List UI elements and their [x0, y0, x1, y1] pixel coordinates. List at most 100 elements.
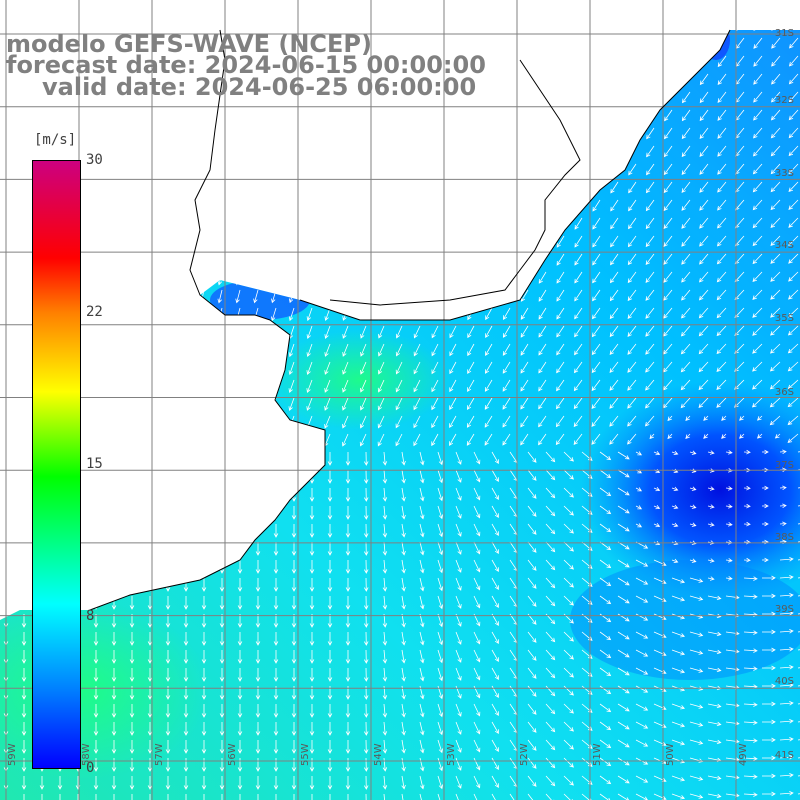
wind-arrow — [181, 361, 187, 376]
wind-arrow — [467, 361, 475, 375]
wind-arrow — [253, 145, 259, 160]
wind-arrow — [592, 163, 601, 176]
wind-arrow — [787, 379, 799, 390]
wind-arrow — [3, 361, 8, 376]
wind-arrow — [345, 506, 351, 520]
wind-arrow — [165, 740, 171, 754]
wind-arrow — [685, 433, 691, 439]
wind-arrow — [503, 37, 511, 51]
wind-arrow — [771, 37, 781, 49]
wind-arrow — [707, 631, 722, 637]
wind-arrow — [21, 758, 27, 772]
wind-arrow — [93, 614, 99, 628]
wind-arrow — [235, 217, 241, 232]
wind-arrow — [431, 433, 439, 447]
wind-arrow — [699, 109, 709, 122]
wind-arrow — [521, 181, 529, 195]
wind-arrow — [503, 217, 511, 231]
wind-arrow — [419, 595, 425, 610]
wind-arrow — [414, 163, 421, 177]
wind-arrow — [21, 704, 27, 718]
wind-arrow — [663, 217, 673, 230]
wind-arrow — [111, 578, 117, 592]
wind-arrow — [235, 343, 241, 358]
wind-arrow — [539, 55, 547, 69]
wind-arrow — [432, 181, 439, 195]
wind-arrow — [419, 469, 425, 484]
wind-arrow — [309, 524, 315, 538]
wind-arrow — [663, 253, 673, 265]
wind-arrow — [450, 37, 457, 51]
wind-arrow — [743, 485, 751, 491]
wind-arrow — [110, 325, 115, 340]
wind-arrow — [419, 703, 425, 718]
wind-arrow — [382, 667, 388, 682]
wind-arrow — [437, 775, 444, 790]
wind-arrow — [707, 450, 715, 455]
wind-arrow — [307, 181, 313, 196]
wind-arrow — [237, 578, 243, 592]
wind-arrow — [182, 127, 187, 142]
wind-arrow — [201, 596, 207, 610]
wind-arrow — [345, 596, 351, 610]
wind-arrow — [520, 361, 529, 374]
wind-arrow — [680, 397, 691, 409]
wind-arrow — [787, 433, 799, 444]
wind-arrow — [199, 361, 205, 376]
wind-arrow — [413, 433, 421, 447]
wind-arrow — [93, 524, 99, 538]
wind-arrow — [521, 55, 529, 69]
wind-arrow — [396, 235, 403, 249]
wind-arrow — [628, 217, 637, 230]
wind-arrow — [563, 541, 574, 552]
wind-arrow — [467, 397, 475, 410]
wind-arrow — [111, 488, 117, 502]
wind-arrow — [129, 596, 135, 610]
wind-arrow — [756, 433, 763, 439]
wind-arrow — [147, 614, 153, 628]
wind-arrow — [163, 325, 169, 340]
wind-arrow — [360, 361, 367, 375]
wind-arrow — [181, 271, 187, 286]
wind-arrow — [617, 505, 630, 514]
wind-arrow — [111, 614, 117, 628]
wind-arrow — [237, 506, 243, 520]
wind-arrow — [199, 307, 205, 322]
wind-arrow — [237, 524, 243, 538]
wind-arrow — [345, 794, 351, 800]
wind-arrow — [689, 522, 697, 527]
wind-arrow — [273, 578, 279, 592]
wind-arrow — [199, 253, 205, 268]
wind-arrow — [689, 486, 697, 491]
wind-arrow — [699, 199, 709, 211]
wind-arrow — [449, 199, 457, 213]
wind-arrow — [147, 560, 153, 574]
wind-arrow — [396, 145, 403, 159]
wind-arrow — [345, 740, 351, 754]
wind-arrow — [93, 668, 99, 682]
wind-arrow — [309, 758, 315, 772]
wind-arrow — [237, 650, 243, 664]
wind-arrow — [450, 30, 457, 33]
wind-arrow — [111, 704, 117, 718]
wind-arrow — [599, 775, 612, 785]
wind-arrow — [628, 73, 637, 86]
wind-arrow — [609, 289, 619, 302]
wind-arrow — [324, 199, 331, 214]
wind-arrow — [201, 560, 207, 574]
wind-arrow — [628, 30, 637, 32]
wind-arrow — [689, 631, 704, 637]
wind-arrow — [717, 127, 727, 139]
wind-arrow — [527, 703, 537, 715]
wind-arrow — [671, 558, 679, 564]
wind-arrow — [382, 541, 388, 556]
wind-arrow — [201, 722, 207, 736]
wind-arrow — [129, 542, 135, 556]
wind-arrow — [382, 775, 388, 790]
wind-arrow — [466, 433, 475, 446]
wind-arrow — [527, 649, 537, 661]
wind-arrow — [327, 506, 333, 520]
wind-arrow — [307, 163, 313, 178]
wind-arrow — [111, 506, 117, 520]
wind-arrow — [717, 73, 727, 86]
